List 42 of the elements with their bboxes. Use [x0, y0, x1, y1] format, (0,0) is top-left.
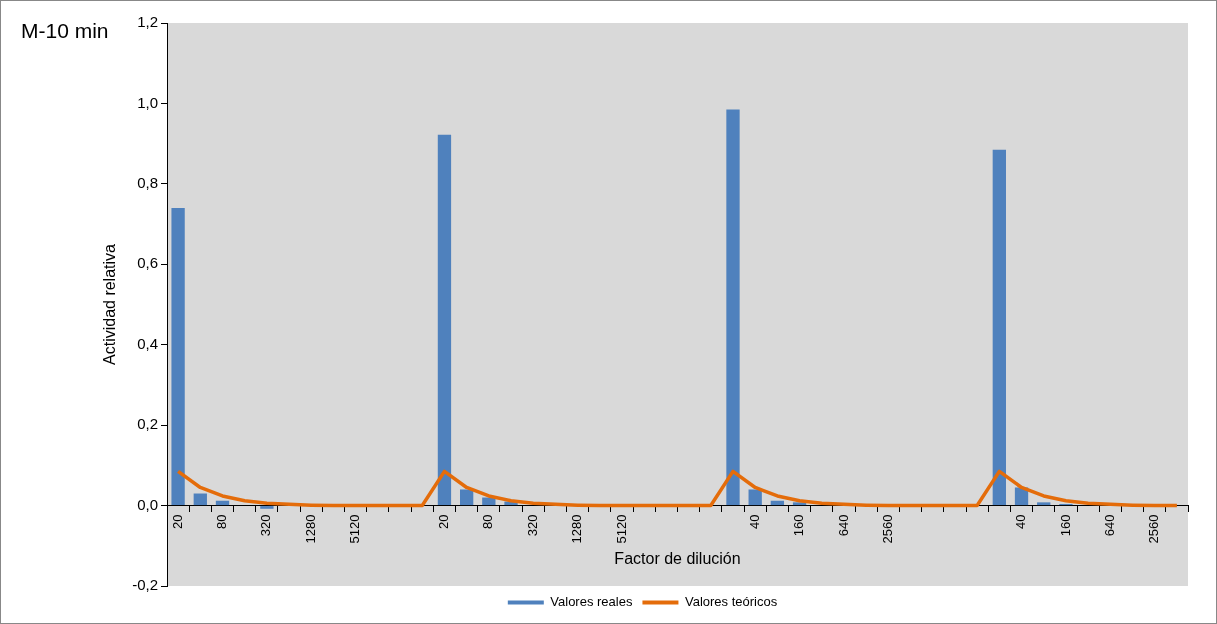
x-tick-label: 320	[524, 514, 540, 537]
x-tick-label: 5120	[613, 514, 629, 544]
bar	[215, 500, 230, 506]
y-tick-label: 0,2	[137, 415, 158, 433]
bar	[171, 207, 185, 506]
x-tick-label: 80	[480, 514, 496, 530]
bar	[748, 489, 762, 506]
bar	[260, 506, 274, 509]
y-tick-label: 0,6	[137, 254, 158, 272]
y-tick-label: 0,0	[137, 495, 158, 513]
y-axis-title: Actividad relativa	[101, 243, 119, 365]
text: M-10 min	[21, 19, 109, 43]
x-tick-label: 80	[214, 514, 230, 530]
bar	[770, 500, 785, 506]
x-tick-label: 640	[835, 514, 851, 537]
x-tick-label: 40	[1013, 514, 1029, 530]
x-tick-label: 160	[791, 514, 807, 537]
x-tick-label: 1280	[302, 514, 318, 544]
x-tick-label: 2560	[879, 514, 895, 544]
bar	[193, 493, 207, 506]
legend-label: Valores teóricos	[684, 594, 778, 610]
x-tick-label: 320	[258, 514, 274, 537]
x-tick-label: 20	[436, 514, 452, 530]
x-tick-label: 160	[1057, 514, 1073, 537]
x-axis-title: Factor de dilución	[614, 550, 741, 568]
x-tick-label: 640	[1101, 514, 1117, 537]
y-tick-label: 1,2	[137, 13, 158, 31]
y-tick-label: -0,2	[132, 576, 158, 594]
x-tick-label: 1280	[569, 514, 585, 544]
y-tick-label: 0,4	[137, 334, 158, 352]
y-tick-label: 1,0	[137, 93, 158, 111]
x-tick-label: 2560	[1146, 514, 1162, 544]
bar	[726, 109, 740, 506]
bar	[459, 489, 474, 506]
legend-label: Valores reales	[550, 594, 633, 610]
bar	[1037, 502, 1051, 506]
x-tick-label: 5120	[347, 514, 363, 544]
x-tick-label: 40	[746, 514, 762, 530]
x-tick-label: 20	[169, 514, 185, 530]
bar	[437, 134, 452, 506]
bar	[992, 149, 1006, 506]
y-tick-label: 0,8	[137, 174, 158, 191]
